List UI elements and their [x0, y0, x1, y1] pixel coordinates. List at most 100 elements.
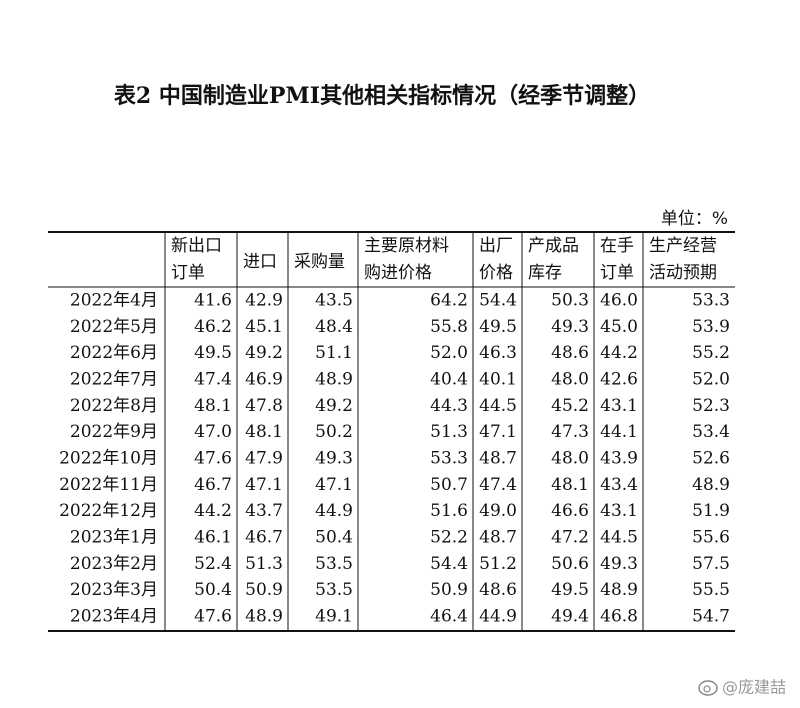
column-header: 在手 [600, 236, 634, 256]
cell: 52.6 [692, 449, 730, 469]
cell: 53.9 [692, 317, 730, 337]
cell: 50.4 [315, 528, 353, 548]
cell: 41.6 [194, 291, 232, 311]
column-header: 生产经营 [649, 236, 717, 256]
cell: 47.1 [245, 475, 283, 495]
cell: 57.5 [692, 554, 730, 574]
cell: 52.3 [692, 396, 730, 416]
cell: 49.3 [600, 554, 638, 574]
cell: 47.4 [194, 370, 232, 390]
cell: 49.5 [479, 317, 517, 337]
cell: 51.1 [315, 343, 353, 363]
column-header: 订单 [600, 263, 634, 283]
cell: 43.4 [600, 475, 638, 495]
cell: 46.9 [245, 370, 283, 390]
cell: 47.2 [551, 528, 589, 548]
cell: 51.3 [245, 554, 283, 574]
row-label: 2023年4月 [70, 607, 158, 627]
cell: 54.4 [479, 291, 517, 311]
cell: 53.5 [315, 554, 353, 574]
cell: 53.3 [430, 449, 468, 469]
cell: 47.0 [194, 422, 232, 442]
row-label: 2022年6月 [70, 343, 158, 363]
cell: 49.0 [479, 501, 517, 521]
cell: 43.1 [600, 501, 638, 521]
cell: 50.7 [430, 475, 468, 495]
cell: 44.5 [479, 396, 517, 416]
cell: 40.4 [430, 370, 468, 390]
cell: 55.6 [692, 528, 730, 548]
cell: 46.4 [430, 607, 468, 627]
column-header: 采购量 [294, 252, 345, 272]
cell: 49.2 [245, 343, 283, 363]
column-header: 订单 [171, 263, 205, 283]
column-header: 主要原材料 [364, 236, 449, 256]
unit: 单位：% [661, 209, 728, 229]
cell: 48.6 [479, 580, 517, 600]
cell: 45.0 [600, 317, 638, 337]
column-header: 活动预期 [649, 263, 717, 283]
cell: 46.3 [479, 343, 517, 363]
cell: 55.8 [430, 317, 468, 337]
watermark: @庞建喆 [722, 678, 786, 697]
row-label: 2023年2月 [70, 554, 158, 574]
cell: 50.3 [551, 291, 589, 311]
cell: 47.6 [194, 607, 232, 627]
cell: 44.1 [600, 422, 638, 442]
cell: 42.6 [600, 370, 638, 390]
cell: 46.1 [194, 528, 232, 548]
cell: 47.1 [479, 422, 517, 442]
cell: 46.8 [600, 607, 638, 627]
cell: 47.3 [551, 422, 589, 442]
cell: 52.0 [430, 343, 468, 363]
cell: 44.2 [194, 501, 232, 521]
cell: 44.3 [430, 396, 468, 416]
cell: 44.5 [600, 528, 638, 548]
cell: 43.9 [600, 449, 638, 469]
cell: 52.2 [430, 528, 468, 548]
cell: 48.0 [551, 370, 589, 390]
cell: 50.9 [245, 580, 283, 600]
cell: 43.5 [315, 291, 353, 311]
column-header: 产成品 [528, 236, 579, 256]
cell: 47.8 [245, 396, 283, 416]
cell: 50.6 [551, 554, 589, 574]
row-label: 2022年10月 [59, 449, 158, 469]
cell: 47.9 [245, 449, 283, 469]
cell: 50.9 [430, 580, 468, 600]
cell: 52.4 [194, 554, 232, 574]
cell: 49.4 [551, 607, 589, 627]
cell: 49.5 [194, 343, 232, 363]
row-label: 2023年1月 [70, 528, 158, 548]
cell: 44.9 [479, 607, 517, 627]
cell: 49.3 [551, 317, 589, 337]
cell: 54.4 [430, 554, 468, 574]
column-header: 购进价格 [364, 263, 432, 283]
cell: 47.1 [315, 475, 353, 495]
row-label: 2022年4月 [70, 291, 158, 311]
column-header: 价格 [479, 263, 513, 283]
cell: 53.4 [692, 422, 730, 442]
cell: 46.7 [194, 475, 232, 495]
cell: 50.2 [315, 422, 353, 442]
cell: 44.2 [600, 343, 638, 363]
cell: 44.9 [315, 501, 353, 521]
row-label: 2022年5月 [70, 317, 158, 337]
cell: 51.9 [692, 501, 730, 521]
cell: 48.1 [551, 475, 589, 495]
column-header: 库存 [528, 263, 562, 283]
cell: 49.5 [551, 580, 589, 600]
row-label: 2022年12月 [59, 501, 158, 521]
cell: 55.2 [692, 343, 730, 363]
cell: 52.0 [692, 370, 730, 390]
cell: 48.7 [479, 449, 517, 469]
cell: 48.7 [479, 528, 517, 548]
cell: 45.2 [551, 396, 589, 416]
cell: 46.6 [551, 501, 589, 521]
row-label: 2022年8月 [70, 396, 158, 416]
cell: 64.2 [430, 291, 468, 311]
cell: 48.9 [600, 580, 638, 600]
watermark-icon [698, 680, 718, 696]
